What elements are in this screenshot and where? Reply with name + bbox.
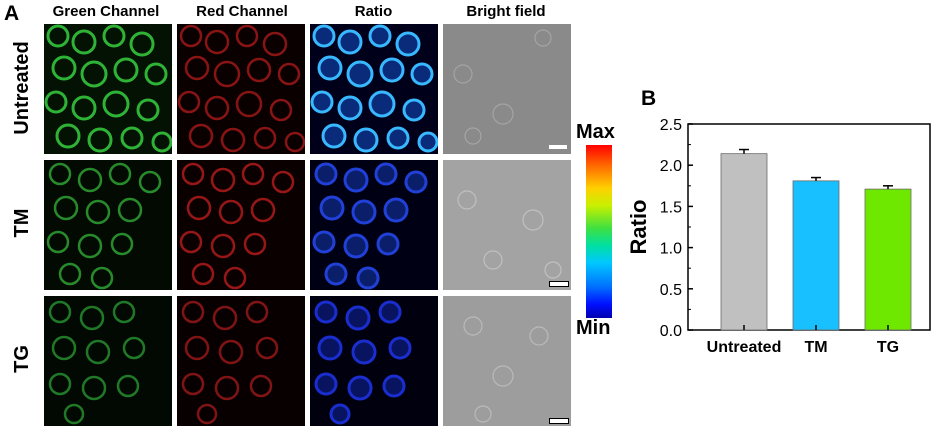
micrograph-tg-green xyxy=(44,296,172,426)
y-tick-label: 2.0 xyxy=(660,158,682,175)
micrograph-tg-ratio xyxy=(310,296,438,426)
micrograph-tg-red xyxy=(177,296,305,426)
y-tick-label: 0.5 xyxy=(660,282,682,299)
micrograph-untreated-green xyxy=(44,24,172,154)
x-tick-label: Untreated xyxy=(707,339,782,356)
colorbar-max-label: Max xyxy=(576,121,615,143)
scale-bar xyxy=(549,145,567,149)
micrograph-tg-brightfield xyxy=(443,296,571,426)
micrograph-tm-brightfield xyxy=(443,160,571,290)
micrograph-tm-ratio xyxy=(310,160,438,290)
colorbar-min-label: Min xyxy=(576,317,611,339)
scale-bar xyxy=(549,418,569,424)
micrograph-untreated-red xyxy=(177,24,305,154)
scale-bar xyxy=(549,281,569,287)
bar xyxy=(720,153,768,331)
row-label-tm: TM xyxy=(11,208,33,238)
row-label-untreated: Untreated xyxy=(11,41,33,135)
y-tick-label: 1.0 xyxy=(660,241,682,258)
row-label-tg: TG xyxy=(11,345,33,373)
micrograph-tm-green xyxy=(44,160,172,290)
column-header-ratio: Ratio xyxy=(354,3,393,20)
micrograph-untreated-ratio xyxy=(310,24,438,154)
panel-a-letter: A xyxy=(4,2,20,25)
y-axis-label: Ratio xyxy=(626,200,651,255)
panel-b-letter: B xyxy=(641,87,657,110)
x-tick-label: TG xyxy=(877,339,899,356)
bar xyxy=(792,180,840,331)
micrograph-tm-red xyxy=(177,160,305,290)
x-tick-label: TM xyxy=(804,339,827,356)
micrograph-untreated-brightfield xyxy=(443,24,571,154)
bar-chart: 0.0 0.5 1.0 1.5 2.0 2.5 Ratio Untreated TM TG xyxy=(626,117,931,356)
colorbar xyxy=(586,145,612,318)
bar xyxy=(864,188,912,331)
y-tick-label: 1.5 xyxy=(660,199,682,216)
column-header-red-channel: Red Channel xyxy=(196,3,288,20)
column-header-green-channel: Green Channel xyxy=(52,3,160,20)
column-header-bright-field: Bright field xyxy=(466,3,546,20)
y-tick-label: 0.0 xyxy=(660,323,682,340)
y-tick-label: 2.5 xyxy=(660,117,682,134)
